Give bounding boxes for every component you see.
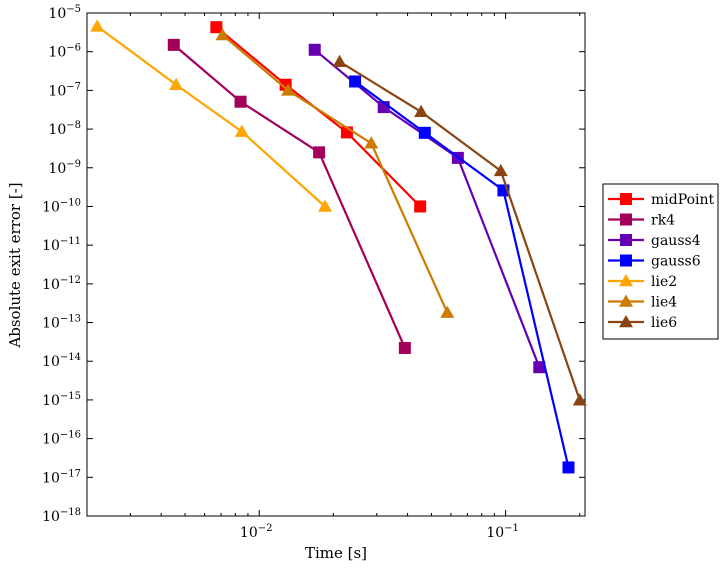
legend-item-midPoint: midPoint: [608, 192, 714, 208]
data-point-gauss6: [418, 126, 431, 139]
y-tick-label: 10−12: [42, 275, 81, 293]
y-tick-label: 10−9: [48, 159, 81, 177]
y-tick-label: 10−5: [48, 4, 81, 22]
data-point-gauss4: [533, 361, 546, 374]
data-point-lie6: [332, 54, 347, 67]
legend-marker: [620, 193, 632, 205]
legend-marker: [620, 234, 632, 246]
series-lie6: [332, 54, 587, 406]
data-point-lie2: [169, 77, 184, 90]
series-line-gauss4: [313, 48, 541, 368]
y-tick-label: 10−15: [42, 391, 81, 409]
data-point-midPoint: [210, 21, 223, 34]
legend-item-lie2: lie2: [608, 274, 677, 290]
data-point-lie6: [414, 104, 429, 118]
data-point-lie2: [234, 124, 249, 137]
legend-item-lie4: lie4: [608, 294, 677, 311]
legend-item-gauss4: gauss4: [608, 233, 701, 249]
series: [90, 19, 587, 474]
data-point-lie4: [440, 305, 455, 318]
legend-marker: [619, 294, 633, 307]
y-tick-label: 10−6: [48, 43, 81, 61]
data-point-lie4: [364, 136, 379, 149]
legend-label: midPoint: [651, 192, 714, 208]
x-tick-label: 10−1: [486, 523, 519, 541]
legend-label: gauss4: [651, 233, 701, 249]
series-lie2: [90, 19, 333, 212]
y-tick-label: 10−7: [48, 81, 81, 99]
x-tick-label: 10−2: [240, 523, 273, 541]
y-tick-label: 10−10: [42, 197, 81, 215]
series-line-gauss6: [354, 80, 570, 468]
legend-label: lie4: [651, 295, 677, 311]
data-point-lie4: [281, 83, 296, 96]
series-gauss6: [349, 75, 575, 474]
legend-label: gauss6: [651, 254, 701, 270]
legend-item-lie6: lie6: [608, 315, 677, 331]
data-point-rk4: [234, 95, 247, 108]
legend-marker: [620, 254, 632, 267]
y-tick-label: 10−17: [42, 468, 81, 486]
legend: midPoint rk4 gauss4 gauss6 lie2 lie4 lie6: [602, 183, 719, 340]
y-tick-label: 10−16: [42, 430, 81, 448]
y-tick-label: 10−11: [42, 236, 81, 254]
data-point-midPoint: [414, 200, 427, 213]
legend-label: rk4: [651, 213, 675, 229]
legend-marker: [619, 274, 633, 287]
series-line-lie6: [339, 60, 581, 401]
data-point-lie2: [318, 199, 333, 212]
y-axis-label: Absolute exit error [-]: [6, 182, 24, 348]
y-tick-label: 10−8: [48, 120, 81, 138]
data-point-lie6: [493, 163, 508, 177]
x-axis-label: Time [s]: [305, 544, 367, 562]
data-point-gauss4: [308, 43, 321, 56]
data-point-gauss6: [562, 461, 575, 474]
axes-frame: [86, 12, 586, 517]
data-point-lie6: [572, 393, 587, 406]
legend-marker: [620, 213, 632, 226]
axes: [86, 12, 586, 517]
data-point-gauss6: [349, 75, 362, 88]
data-point-rk4: [313, 146, 326, 159]
y-tick-label: 10−14: [42, 352, 81, 370]
legend-marker: [619, 315, 633, 328]
y-tick-label: 10−13: [42, 314, 81, 332]
legend-item-rk4: rk4: [608, 213, 675, 229]
data-point-rk4: [167, 38, 180, 51]
legend-item-gauss6: gauss6: [608, 254, 701, 270]
y-tick-label: 10−18: [42, 507, 81, 525]
legend-label: lie2: [651, 274, 677, 290]
legend-label: lie6: [651, 315, 677, 331]
ticks: 10−2 10−1 10−5 10−6 10−7 10−8 10−9 10−10 10−11 10…: [42, 4, 585, 541]
series-line-lie2: [96, 25, 326, 208]
series-line-rk4: [173, 44, 406, 349]
series-line-lie4: [221, 34, 449, 314]
series-lie4: [215, 28, 455, 318]
data-point-rk4: [398, 341, 411, 354]
data-point-lie2: [90, 19, 105, 32]
series-rk4: [167, 38, 411, 354]
data-point-lie4: [215, 28, 230, 41]
